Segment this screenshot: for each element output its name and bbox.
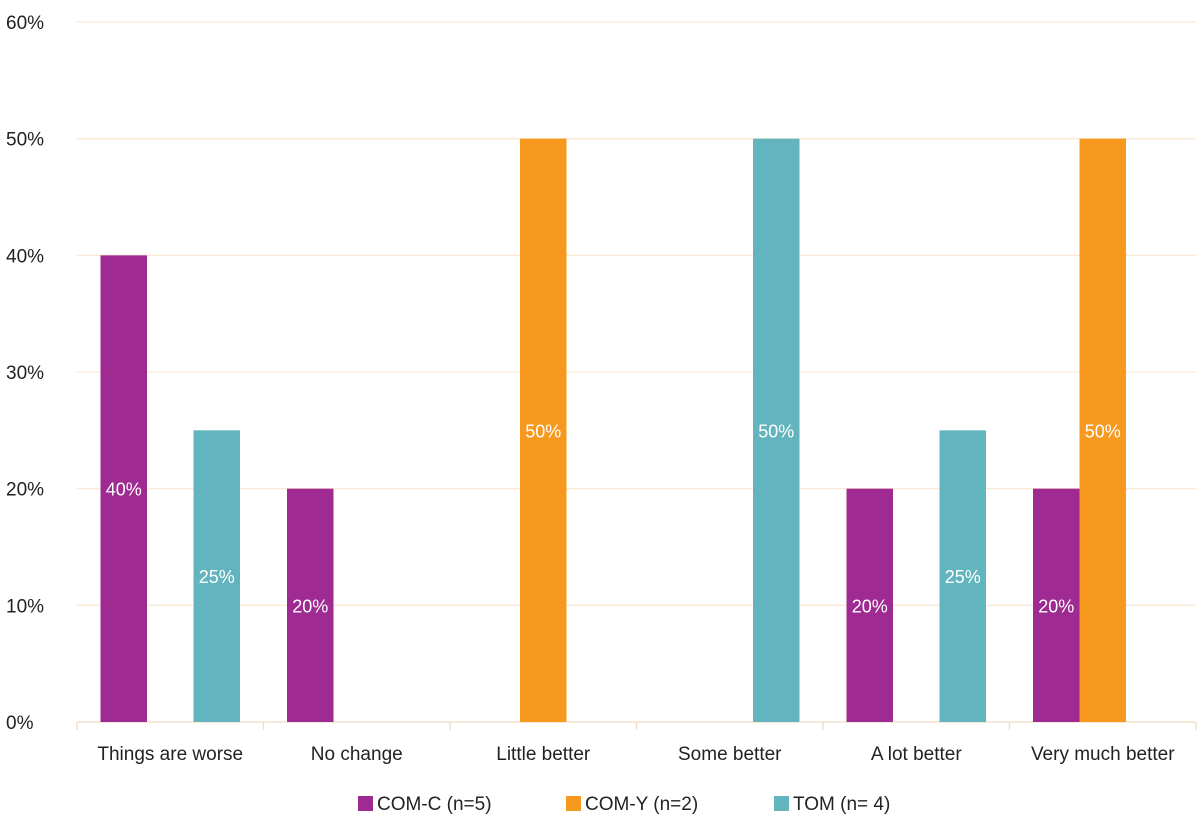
y-tick-label: 50% <box>6 130 44 151</box>
bar-value-label: 50% <box>525 421 561 441</box>
x-category-label: Some better <box>678 744 782 765</box>
legend-label: COM-C (n=5) <box>377 794 492 815</box>
legend-swatch <box>358 796 373 811</box>
x-axis: Things are worse No change Little better So… <box>76 722 1197 765</box>
y-tick-label: 60% <box>6 13 44 34</box>
legend-label: COM-Y (n=2) <box>585 794 698 815</box>
bar <box>287 488 334 722</box>
bar <box>193 430 240 722</box>
bar <box>1079 138 1126 722</box>
x-category-label: No change <box>311 744 403 765</box>
legend-swatch <box>774 796 789 811</box>
legend-swatch <box>566 796 581 811</box>
legend: COM-C (n=5) COM-Y (n=2) TOM (n= 4) <box>358 794 890 815</box>
x-category-label: Things are worse <box>97 744 243 765</box>
y-tick-label: 30% <box>6 363 44 384</box>
y-axis: 0% 10% 20% 30% 40% 50% 60% <box>6 13 44 734</box>
x-category-label: Very much better <box>1031 744 1175 765</box>
y-tick-label: 10% <box>6 596 44 617</box>
bar-value-label: 50% <box>1085 421 1121 441</box>
bar <box>753 138 800 722</box>
bar <box>520 138 567 722</box>
legend-label: TOM (n= 4) <box>793 794 890 815</box>
bar <box>1033 488 1080 722</box>
bar-value-label: 20% <box>292 596 328 616</box>
bar <box>100 255 147 723</box>
bar-value-label: 25% <box>199 567 235 587</box>
bar-value-label: 25% <box>945 567 981 587</box>
gridlines <box>77 21 1196 723</box>
y-tick-label: 20% <box>6 480 44 501</box>
bar-value-label: 50% <box>758 421 794 441</box>
bar <box>846 488 893 722</box>
bar <box>939 430 986 722</box>
bar-value-label: 40% <box>106 480 142 500</box>
bar-value-label: 20% <box>852 596 888 616</box>
bar-value-label: 20% <box>1038 596 1074 616</box>
data-labels: 40% 20% 20% 20% 50% 50% 25% 50% 25% <box>106 421 1121 616</box>
bars <box>100 138 1126 723</box>
y-tick-label: 40% <box>6 246 44 267</box>
x-category-label: Little better <box>496 744 591 765</box>
y-tick-label: 0% <box>6 713 34 734</box>
x-category-label: A lot better <box>871 744 963 765</box>
